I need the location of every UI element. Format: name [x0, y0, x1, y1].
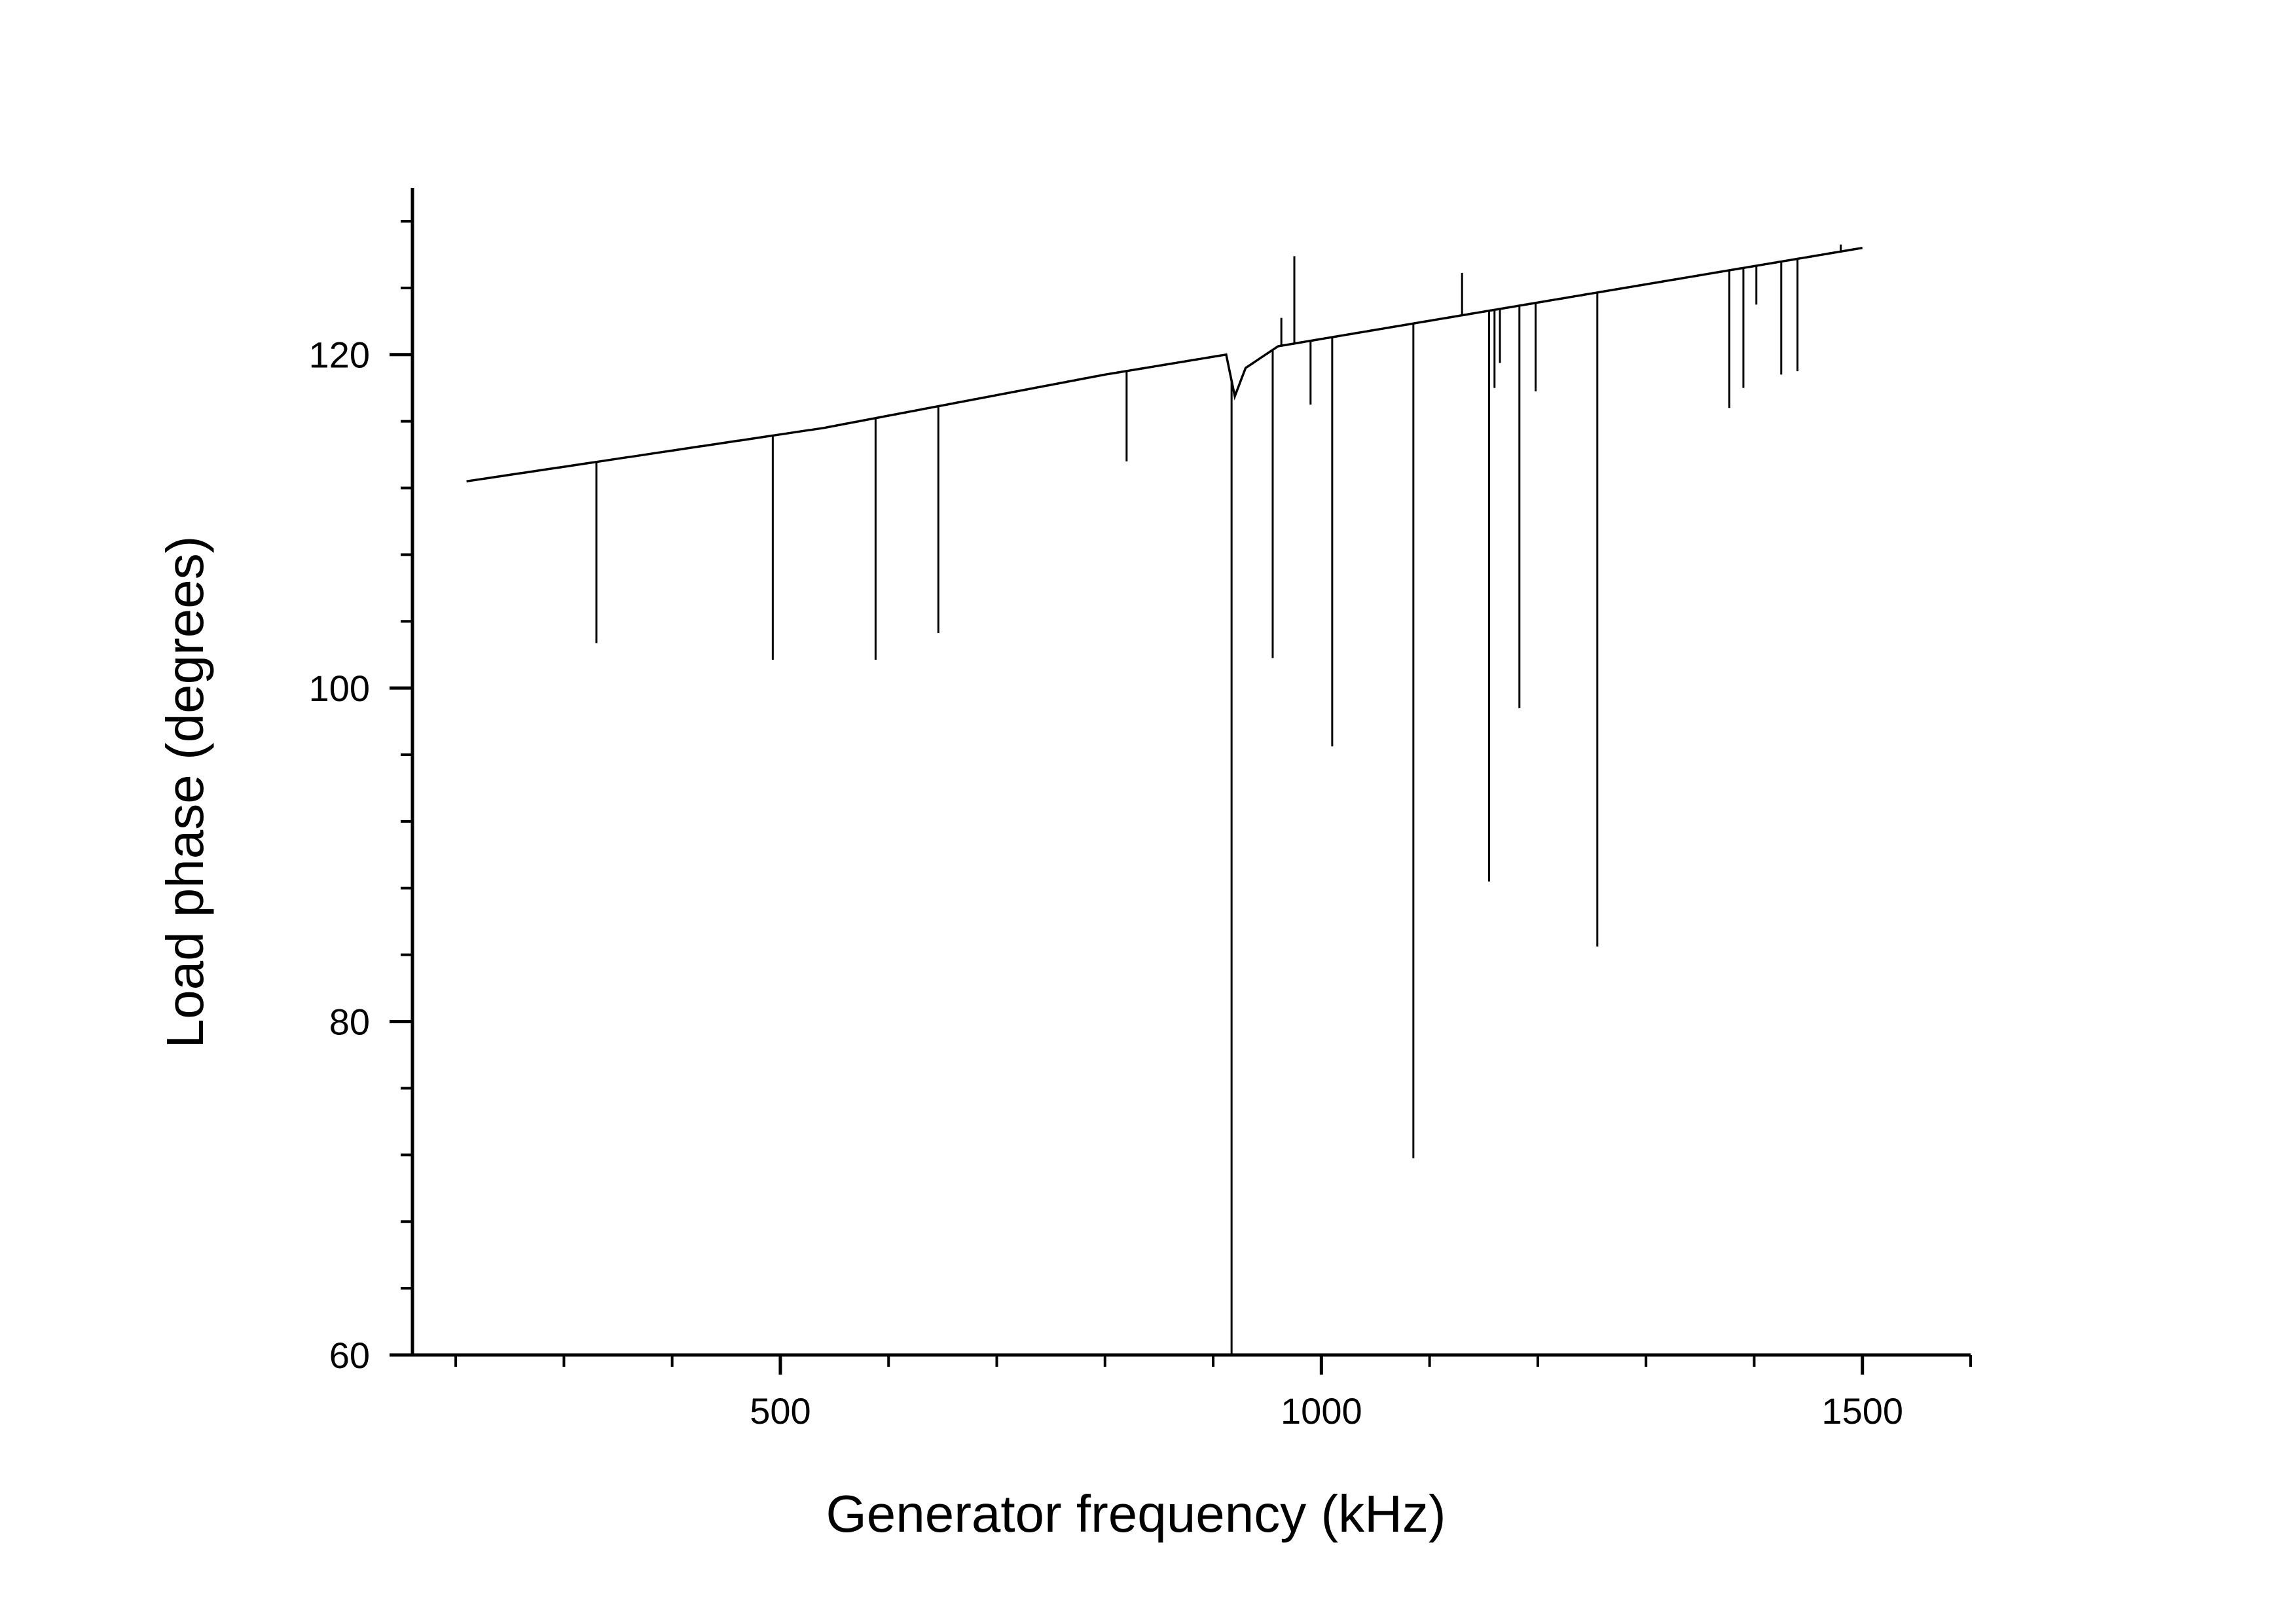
axes: 60 80 100 120 500 1000 1500 [309, 188, 1972, 1432]
y-tick-label: 80 [329, 1001, 370, 1043]
x-tick-label: 1000 [1281, 1390, 1362, 1432]
x-tick-label: 1500 [1821, 1390, 1903, 1432]
y-tick-label: 60 [329, 1335, 370, 1376]
y-tick-label: 120 [309, 334, 370, 376]
x-axis-title: Generator frequency (kHz) [826, 1485, 1446, 1543]
y-axis-title: Load phase (degrees) [156, 536, 214, 1049]
series-baseline [466, 246, 1863, 483]
y-tick-label: 100 [309, 668, 370, 709]
plot-area [466, 244, 1863, 1355]
x-tick-label: 500 [750, 1390, 811, 1432]
